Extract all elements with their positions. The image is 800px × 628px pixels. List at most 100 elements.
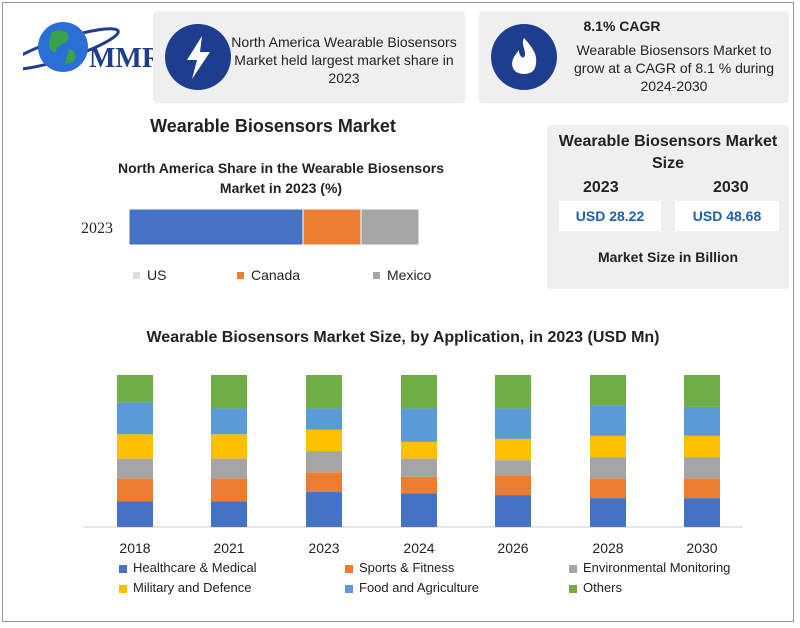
- legend-item: Sports & Fitness: [345, 560, 454, 575]
- share-category-label: 2023: [81, 220, 113, 237]
- bar-2030-military-and-defence: [684, 435, 720, 458]
- legend-swatch: [345, 584, 353, 593]
- bar-2023-environmental-monitoring: [306, 451, 342, 473]
- bar-2023-military-and-defence: [306, 429, 342, 451]
- bar-2021-environmental-monitoring: [211, 458, 247, 479]
- legend-label: Healthcare & Medical: [133, 560, 257, 575]
- bar-2026-healthcare-medical: [495, 495, 531, 527]
- value-2030: USD 48.68: [675, 201, 779, 231]
- bar-2024-healthcare-medical: [401, 493, 437, 527]
- logo: MMR: [6, 13, 163, 83]
- bar-2026-military-and-defence: [495, 438, 531, 461]
- bar-2018-healthcare-medical: [117, 501, 153, 527]
- share-legend-label: Mexico: [387, 267, 432, 283]
- section-title: Wearable Biosensors Market: [150, 116, 396, 136]
- application-chart-title: Wearable Biosensors Market Size, by Appl…: [146, 329, 660, 346]
- legend-item: Others: [569, 580, 622, 595]
- bar-2021-sports-fitness: [211, 478, 247, 502]
- share-legend-swatch: [373, 272, 380, 279]
- bar-2028-food-and-agriculture: [590, 405, 626, 436]
- legend-item: Military and Defence: [119, 580, 252, 595]
- bar-2024-food-and-agriculture: [401, 408, 437, 442]
- bar-2024-others: [401, 375, 437, 409]
- share-bar-mexico: [360, 208, 420, 246]
- legend-label: Food and Agriculture: [359, 580, 479, 595]
- bar-2026-food-and-agriculture: [495, 408, 531, 439]
- cagr-title: 8.1% CAGR: [583, 18, 661, 34]
- bar-2023-food-and-agriculture: [306, 408, 342, 430]
- bar-2030-food-and-agriculture: [684, 406, 720, 436]
- bar-2028-healthcare-medical: [590, 498, 626, 527]
- x-tick-label: 2028: [592, 540, 623, 556]
- legend-swatch: [119, 584, 127, 593]
- logo-text: MMR: [89, 43, 163, 74]
- bar-2028-environmental-monitoring: [590, 457, 626, 479]
- bar-2023-sports-fitness: [306, 472, 342, 493]
- x-tick-label: 2024: [403, 540, 434, 556]
- share-legend-swatch: [237, 272, 244, 279]
- share-chart-title: North America Share in the Wearable Bios…: [118, 160, 444, 196]
- infographic: MMR North America Wearable Biosensors Ma…: [2, 2, 794, 622]
- x-tick-label: 2023: [308, 540, 339, 556]
- bar-2018-others: [117, 375, 153, 403]
- bar-2030-others: [684, 375, 720, 407]
- market-size-panel: Wearable Biosensors Market Size 2023 203…: [547, 125, 789, 289]
- legend-label: Sports & Fitness: [359, 560, 455, 575]
- legend-swatch: [569, 584, 577, 593]
- legend-item: Environmental Monitoring: [569, 560, 730, 575]
- info-card-cagr: 8.1% CAGR Wearable Biosensors Market to …: [479, 11, 789, 103]
- x-tick-label: 2018: [119, 540, 150, 556]
- bar-2024-environmental-monitoring: [401, 458, 437, 477]
- year-2023-label: 2023: [583, 179, 619, 196]
- market-size-footer: Market Size in Billion: [597, 249, 739, 265]
- bar-2024-military-and-defence: [401, 441, 437, 459]
- bar-2021-healthcare-medical: [211, 501, 247, 527]
- cagr-text: Wearable Biosensors Market to grow at a …: [574, 42, 774, 94]
- lightning-icon: [165, 24, 231, 90]
- year-2030-label: 2030: [713, 179, 749, 196]
- application-chart: 2018 2021 2023 2024 2026 2028 2030: [83, 375, 743, 556]
- legend-swatch: [345, 564, 353, 573]
- bar-2026-sports-fitness: [495, 475, 531, 496]
- share-bar-canada: [302, 208, 362, 246]
- bar-2018-military-and-defence: [117, 434, 153, 459]
- bar-2030-environmental-monitoring: [684, 457, 720, 479]
- bar-2028-others: [590, 375, 626, 406]
- bar-2026-environmental-monitoring: [495, 460, 531, 476]
- x-tick-label: 2021: [213, 540, 244, 556]
- info-card-north-america: North America Wearable Biosensors Market…: [153, 11, 465, 103]
- bar-2018-sports-fitness: [117, 478, 153, 502]
- globe-icon: [6, 22, 120, 72]
- share-bar-us: [128, 208, 304, 246]
- legend-item: Food and Agriculture: [345, 580, 479, 595]
- bar-2023-others: [306, 375, 342, 409]
- value-2023: USD 28.22: [559, 201, 661, 231]
- share-legend-swatch: [133, 272, 140, 279]
- legend-swatch: [569, 564, 577, 573]
- bar-2021-food-and-agriculture: [211, 408, 247, 435]
- legend-label: Military and Defence: [133, 580, 252, 595]
- bar-2018-environmental-monitoring: [117, 458, 153, 479]
- bar-2021-military-and-defence: [211, 434, 247, 459]
- bar-2023-healthcare-medical: [306, 492, 342, 527]
- legend-label: Others: [583, 580, 623, 595]
- bar-2026-others: [495, 375, 531, 409]
- bar-2024-sports-fitness: [401, 476, 437, 494]
- x-tick-label: 2030: [686, 540, 717, 556]
- legend-label: Environmental Monitoring: [583, 560, 731, 575]
- bar-2028-sports-fitness: [590, 478, 626, 499]
- market-size-title: Wearable Biosensors Market Size: [558, 133, 778, 172]
- bar-2028-military-and-defence: [590, 435, 626, 458]
- info-card-text: North America Wearable Biosensors Market…: [231, 34, 457, 86]
- bar-2030-sports-fitness: [684, 478, 720, 499]
- bar-2018-food-and-agriculture: [117, 402, 153, 435]
- flame-icon: [491, 24, 557, 90]
- bar-2021-others: [211, 375, 247, 409]
- x-tick-label: 2026: [497, 540, 528, 556]
- share-chart: 2023 US Canada Mexico: [81, 208, 432, 283]
- legend-swatch: [119, 564, 127, 573]
- bar-2030-healthcare-medical: [684, 498, 720, 527]
- share-legend-label: Canada: [251, 267, 300, 283]
- share-legend-label: US: [147, 267, 166, 283]
- legend-item: Healthcare & Medical: [119, 560, 257, 575]
